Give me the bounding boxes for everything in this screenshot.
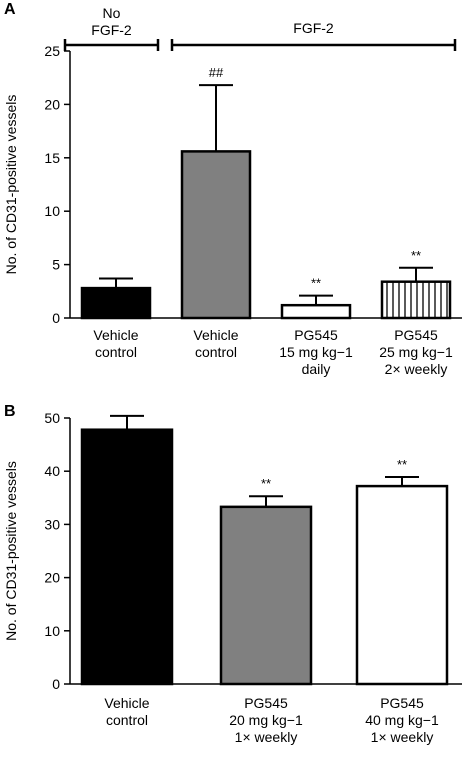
y-tick-label: 5: [52, 257, 60, 273]
y-tick-label: 20: [44, 570, 60, 586]
significance-marker: **: [397, 457, 407, 472]
y-tick-label: 15: [44, 150, 60, 166]
panel-label: A: [4, 1, 16, 18]
y-tick-label: 40: [44, 463, 60, 479]
category-label: control: [195, 344, 237, 360]
y-tick-label: 10: [44, 203, 60, 219]
group-label: No: [103, 5, 121, 21]
category-label: PG545: [294, 327, 338, 343]
significance-marker: **: [261, 476, 271, 491]
category-label: Vehicle: [104, 695, 149, 711]
panel-b: B 0 10 20 30 40 50 No. of CD31-positive vessels…: [3, 403, 462, 745]
bar: [380, 280, 452, 320]
category-label: daily: [302, 361, 331, 377]
y-tick-label: 50: [44, 410, 60, 426]
bar: [80, 428, 174, 686]
category-label: Vehicle: [93, 327, 138, 343]
y-tick-label: 10: [44, 623, 60, 639]
panel-a: A 0 5 10 15 20 25 No. of CD31-positive vessels V…: [3, 1, 462, 377]
significance-marker: **: [411, 248, 421, 263]
category-label: 2× weekly: [385, 361, 448, 377]
y-tick-label: 30: [44, 516, 60, 532]
y-tick-label: 0: [52, 676, 60, 692]
category-label: 1× weekly: [371, 729, 434, 745]
category-label: 40 mg kg−1: [365, 712, 439, 728]
category-label: 15 mg kg−1: [279, 344, 353, 360]
significance-marker: ##: [209, 65, 224, 80]
y-tick-label: 25: [44, 43, 60, 59]
bar: [180, 150, 252, 320]
panel-label: B: [4, 403, 16, 420]
y-tick-label: 0: [52, 310, 60, 326]
category-label: PG545: [244, 695, 288, 711]
y-tick-label: 20: [44, 96, 60, 112]
y-axis-title: No. of CD31-positive vessels: [3, 461, 19, 641]
y-axis-title: No. of CD31-positive vessels: [3, 95, 19, 275]
category-label: Vehicle: [193, 327, 238, 343]
category-label: 1× weekly: [235, 729, 298, 745]
bar: [219, 505, 313, 686]
category-label: control: [106, 712, 148, 728]
significance-marker: **: [311, 276, 321, 291]
category-label: PG545: [394, 327, 438, 343]
category-label: PG545: [380, 695, 424, 711]
group-label: FGF-2: [293, 20, 334, 36]
category-label: control: [95, 344, 137, 360]
category-label: 25 mg kg−1: [379, 344, 453, 360]
bar: [280, 303, 352, 320]
bar: [355, 484, 449, 686]
bar: [80, 286, 152, 320]
category-label: 20 mg kg−1: [229, 712, 303, 728]
group-label: FGF-2: [91, 22, 132, 38]
